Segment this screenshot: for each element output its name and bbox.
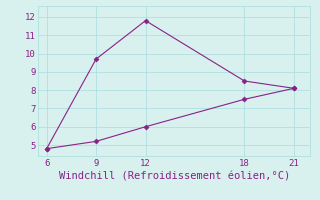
X-axis label: Windchill (Refroidissement éolien,°C): Windchill (Refroidissement éolien,°C) [59, 172, 290, 182]
